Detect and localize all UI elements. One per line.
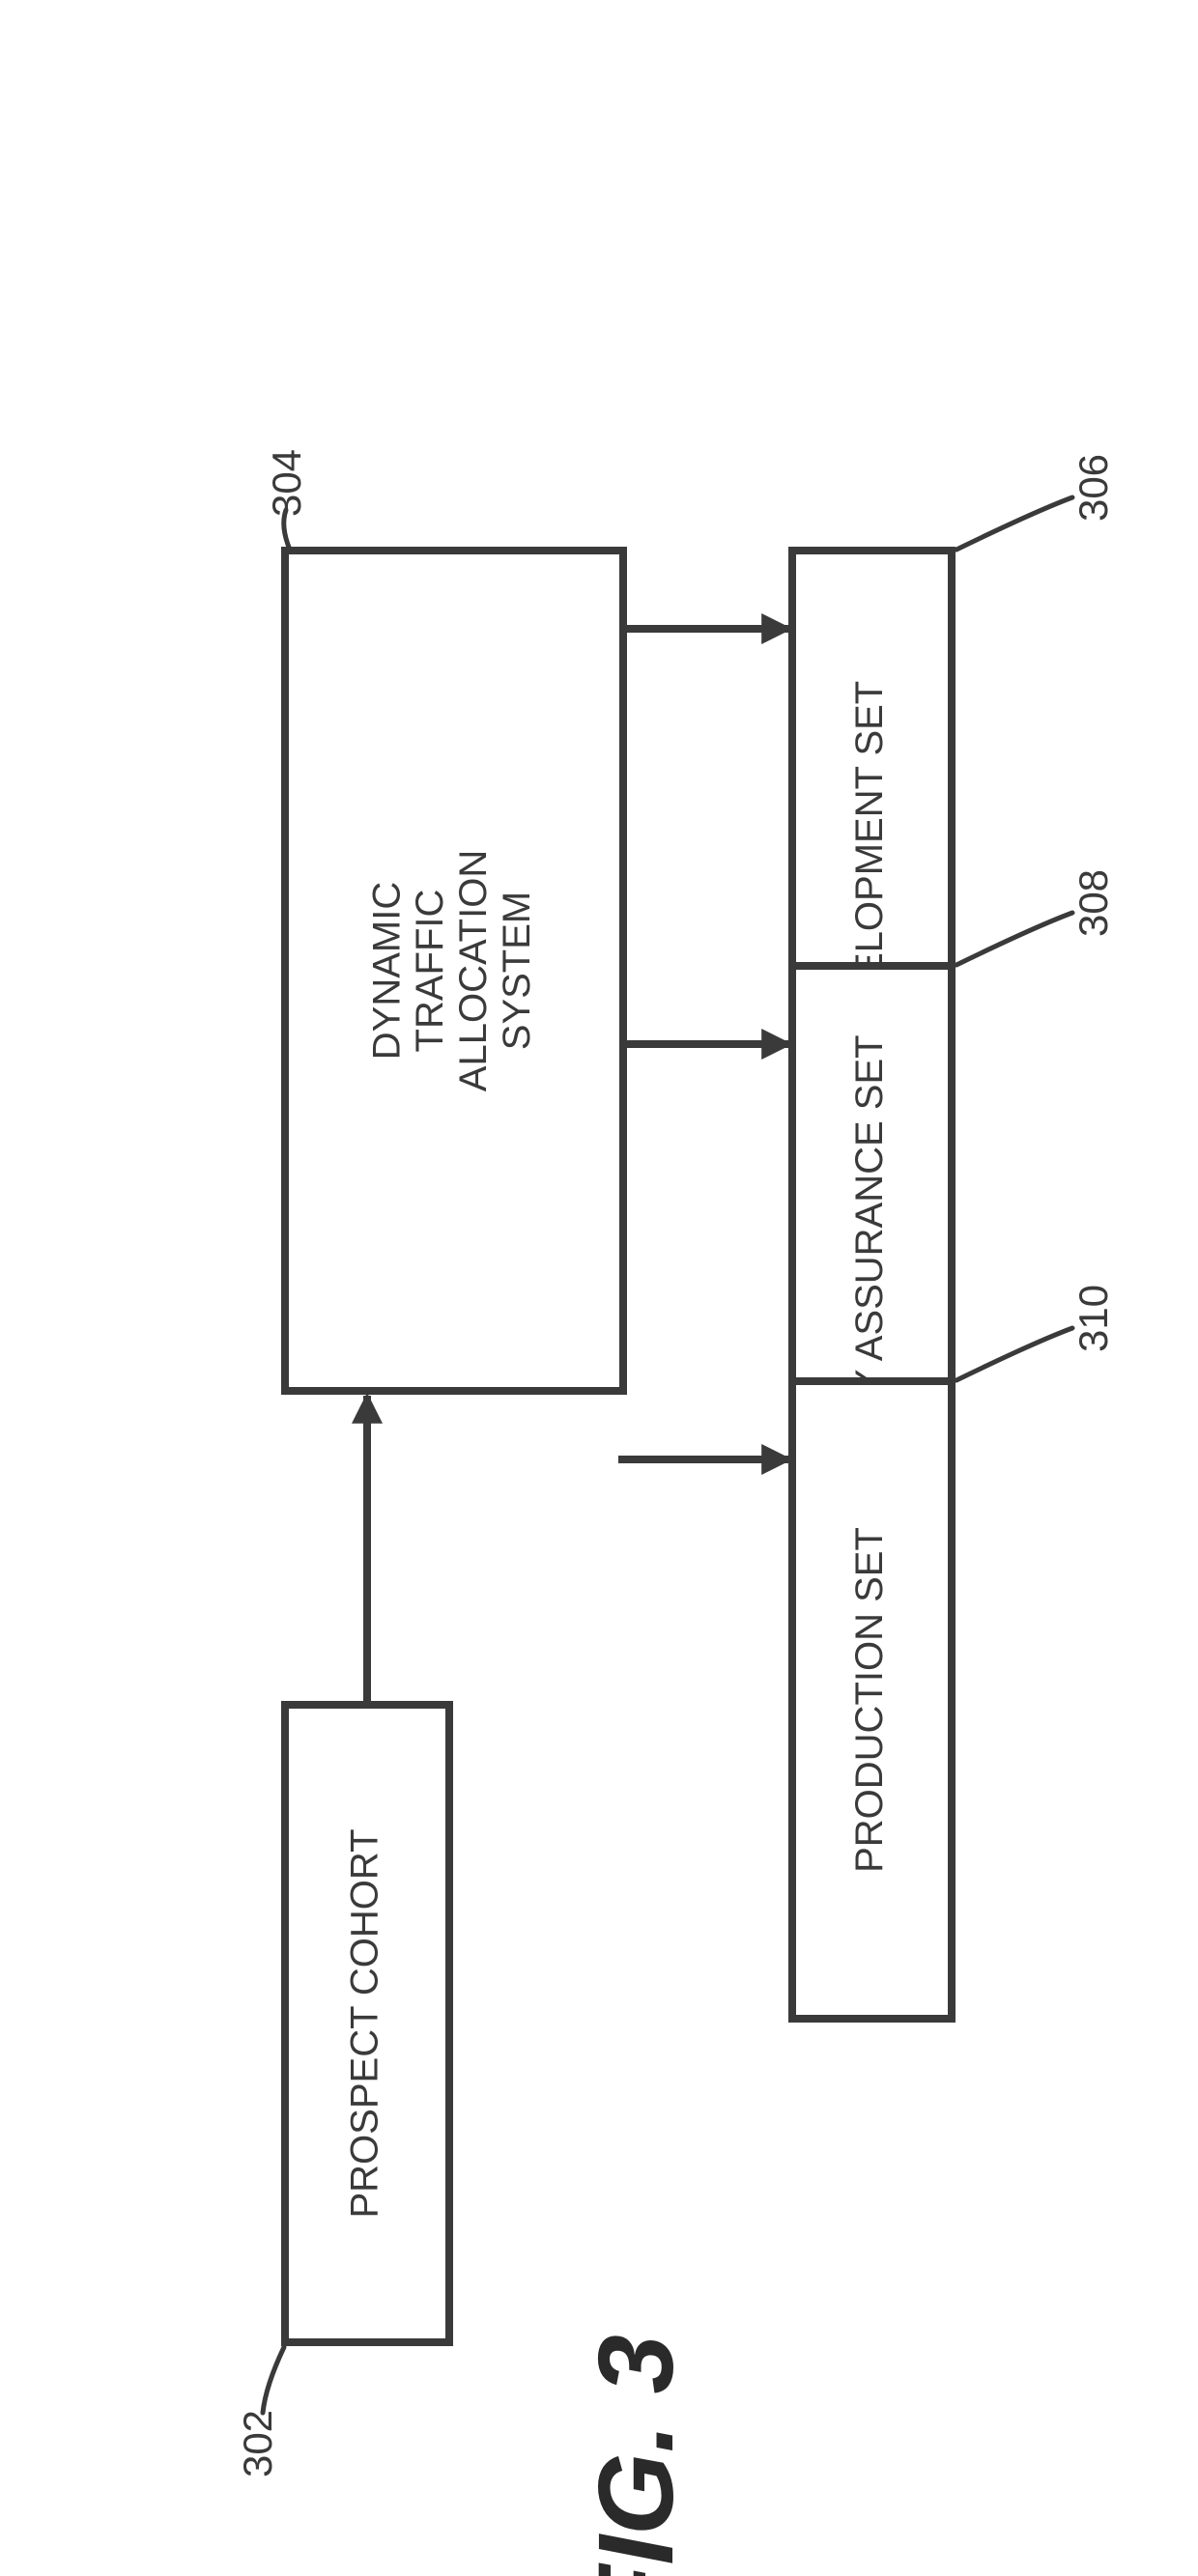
ref-label-dev: 306 bbox=[1070, 454, 1116, 522]
box-label-line: PROSPECT COHORT bbox=[344, 1828, 386, 2218]
ref-label-dtas: 304 bbox=[264, 449, 309, 517]
leader-dev bbox=[956, 497, 1072, 550]
box-label-line: PRODUCTION SET bbox=[848, 1527, 891, 1873]
ref-label-text: 310 bbox=[1070, 1285, 1116, 1352]
ref-label-qa: 308 bbox=[1070, 869, 1116, 937]
figure-label: FIG. 3 bbox=[577, 2335, 696, 2576]
leader-prospect bbox=[263, 2347, 284, 2413]
ref-label-text: 304 bbox=[264, 449, 309, 517]
ref-label-prospect: 302 bbox=[235, 2410, 280, 2477]
leader-qa bbox=[956, 913, 1072, 965]
leader-prod bbox=[956, 1328, 1072, 1380]
flowchart-diagram: PROSPECT COHORT 302 DYNAMICTRAFFICALLOCATI… bbox=[0, 0, 1198, 2576]
box-label-line: SYSTEM bbox=[496, 892, 538, 1050]
box-label-prospect: PROSPECT COHORT bbox=[344, 1828, 386, 2218]
ref-label-prod: 310 bbox=[1070, 1285, 1116, 1352]
box-label-prod: PRODUCTION SET bbox=[848, 1527, 891, 1873]
figure-label-text: FIG. 3 bbox=[577, 2335, 696, 2576]
box-label-line: TRAFFIC bbox=[409, 890, 451, 1053]
box-label-line: DYNAMIC bbox=[365, 882, 408, 1060]
ref-label-text: 308 bbox=[1070, 869, 1116, 937]
ref-label-text: 306 bbox=[1070, 454, 1116, 522]
box-label-line: ALLOCATION bbox=[452, 850, 495, 1091]
ref-label-text: 302 bbox=[235, 2410, 280, 2477]
